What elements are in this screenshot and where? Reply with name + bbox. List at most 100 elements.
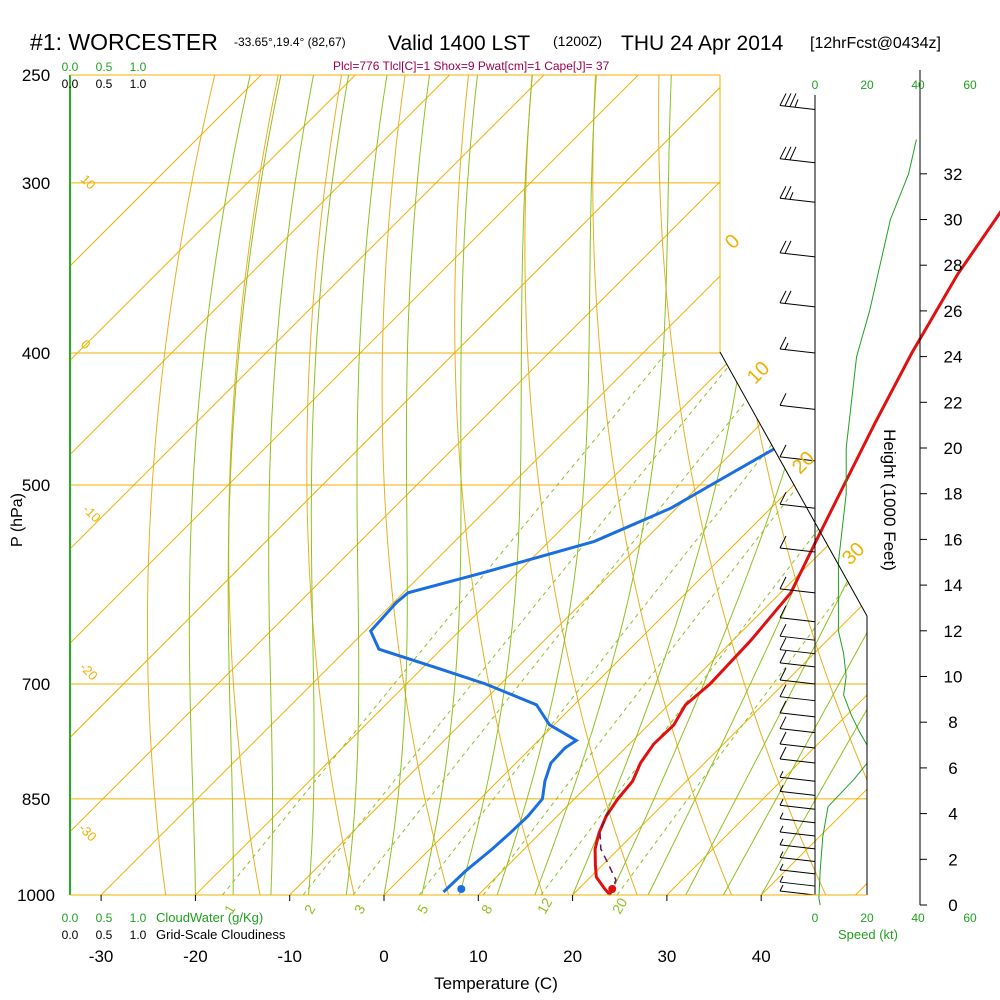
isotherm-line bbox=[70, 75, 545, 895]
isotherm-line bbox=[70, 75, 639, 895]
isotherm-label: 30 bbox=[838, 538, 869, 569]
height-tick-label: 10 bbox=[944, 668, 963, 687]
speed-scale-bottom: 60 bbox=[963, 911, 977, 925]
wind-barb bbox=[779, 684, 816, 702]
pressure-tick-label: 400 bbox=[22, 344, 50, 363]
height-tick-label: 0 bbox=[948, 896, 957, 915]
dry-adiabat bbox=[147, 75, 216, 895]
station-coords: -33.65°,19.4° (82,67) bbox=[234, 35, 346, 49]
barb-half-feather bbox=[779, 770, 784, 778]
y-axis-title: P (hPa) bbox=[9, 493, 26, 547]
mixing-ratio-label: 20 bbox=[609, 895, 631, 917]
barb-feather bbox=[779, 186, 787, 199]
cloudwater-scale-bottom: 0.0 bbox=[62, 911, 79, 925]
barb-half-feather bbox=[779, 785, 784, 792]
pressure-tick-label: 250 bbox=[22, 66, 50, 85]
x-tick-label: -30 bbox=[89, 947, 114, 966]
barb-staff bbox=[779, 635, 816, 641]
height-tick-label: 4 bbox=[948, 805, 957, 824]
cloudwater-scale-bottom: 0.5 bbox=[96, 911, 113, 925]
barb-feather bbox=[789, 146, 797, 161]
x-tick-label: 30 bbox=[657, 947, 676, 966]
surface-temperature-dot bbox=[608, 885, 617, 893]
wind-barb bbox=[779, 576, 816, 594]
barb-half-feather bbox=[779, 875, 784, 883]
height-tick-label: 30 bbox=[944, 211, 963, 230]
cloudiness-legend: Grid-Scale Cloudiness bbox=[156, 927, 286, 942]
cloudiness-scale-bottom: 0.0 bbox=[62, 928, 79, 942]
wind-barb bbox=[779, 884, 816, 896]
wind-barb bbox=[779, 785, 816, 796]
wind-barb bbox=[779, 650, 816, 668]
wind-barb bbox=[779, 812, 816, 824]
barb-feather bbox=[779, 336, 787, 350]
height-tick-label: 6 bbox=[948, 759, 957, 778]
station-title: #1: WORCESTER bbox=[30, 29, 218, 55]
barb-staff bbox=[779, 588, 816, 594]
dry-adiabat bbox=[592, 75, 732, 895]
dry-adiabat bbox=[228, 75, 279, 895]
barb-staff bbox=[779, 869, 816, 875]
barb-half-feather bbox=[779, 884, 784, 892]
barb-staff bbox=[779, 679, 816, 685]
barb-feather bbox=[779, 650, 787, 664]
pressure-tick-label: 850 bbox=[22, 790, 50, 809]
mixing-ratio-label: 3 bbox=[351, 902, 369, 917]
mixing-ratio-label: 5 bbox=[414, 902, 432, 917]
barb-staff bbox=[779, 197, 816, 203]
moist-adiabat bbox=[647, 75, 867, 895]
moist-adiabat bbox=[534, 75, 672, 895]
wind-barb bbox=[779, 605, 816, 623]
isotherm-label: 10 bbox=[743, 357, 774, 388]
temperature-line bbox=[593, 210, 1000, 897]
moist-adiabat bbox=[421, 75, 478, 895]
barb-feather bbox=[784, 186, 792, 200]
barb-staff bbox=[779, 547, 816, 553]
barb-staff bbox=[779, 456, 816, 462]
speed-axis-title: Speed (kt) bbox=[838, 927, 898, 942]
isotherm-line bbox=[70, 75, 450, 895]
mixing-ratio-line bbox=[222, 352, 667, 895]
height-tick-label: 2 bbox=[948, 850, 957, 869]
isotherm-line bbox=[70, 75, 828, 895]
dry-adiabat-label: -30 bbox=[76, 821, 100, 845]
forecast-info: [12hrFcst@0434z] bbox=[810, 35, 941, 52]
cloudwater-scale-top: 1.0 bbox=[130, 60, 147, 74]
barb-staff bbox=[779, 696, 816, 702]
barb-staff bbox=[779, 890, 816, 896]
speed-scale-bottom: 40 bbox=[911, 911, 925, 925]
height-tick-label: 22 bbox=[944, 393, 963, 412]
wind-barb bbox=[779, 838, 816, 850]
isotherm-line bbox=[70, 75, 733, 895]
isotherm-line bbox=[855, 75, 867, 895]
wind-barb bbox=[779, 851, 816, 863]
barb-half-feather bbox=[779, 838, 784, 846]
barb-staff bbox=[779, 158, 816, 164]
wind-barb bbox=[779, 875, 816, 887]
mixing-ratio-line bbox=[482, 352, 867, 895]
wind-panel bbox=[779, 93, 917, 906]
speed-scale-bottom: 0 bbox=[812, 911, 819, 925]
dry-adiabat bbox=[524, 75, 638, 895]
barb-feather bbox=[779, 576, 787, 590]
moist-adiabat bbox=[760, 75, 867, 895]
pressure-tick-label: 300 bbox=[22, 174, 50, 193]
barb-feather bbox=[779, 444, 787, 458]
wind-barb bbox=[779, 731, 816, 749]
barb-staff bbox=[779, 728, 816, 734]
mixing-ratio-label: 12 bbox=[534, 895, 556, 917]
wind-barb bbox=[779, 863, 816, 875]
barb-half-feather bbox=[784, 342, 789, 350]
moist-adiabat bbox=[345, 75, 388, 895]
surface-dewpoint-dot bbox=[457, 885, 466, 893]
height-tick-label: 14 bbox=[944, 576, 963, 595]
barb-feather bbox=[779, 491, 787, 505]
isotherm-line bbox=[70, 75, 356, 895]
x-axis-title: Temperature (C) bbox=[434, 974, 558, 993]
x-tick-label: 40 bbox=[752, 947, 771, 966]
barb-feather bbox=[779, 746, 787, 760]
wind-barb bbox=[779, 825, 816, 837]
height-axis-title: Height (1000 Feet) bbox=[880, 429, 899, 571]
axes bbox=[69, 70, 927, 906]
